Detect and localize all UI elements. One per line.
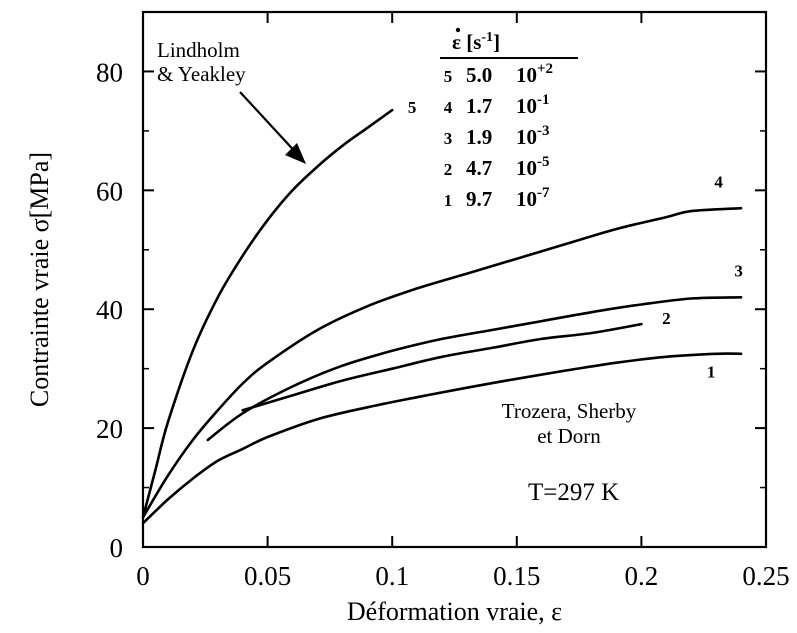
series-line-2 xyxy=(241,322,643,412)
legend-row-value: 4.7 xyxy=(466,156,492,180)
y-tick-label: 40 xyxy=(96,295,123,325)
curve-label-2: 2 xyxy=(662,309,671,328)
legend-row-value: 5.0 xyxy=(466,63,492,87)
labels: 5 4 3 2 1 Lindholm& Yeakley Trozera, Sherbyet … xyxy=(157,27,743,506)
y-tick-label: 60 xyxy=(96,176,123,206)
y-tick-label: 20 xyxy=(96,414,123,444)
legend-epsilon-dot xyxy=(455,27,461,33)
legend-row-label: 1 xyxy=(444,191,453,210)
plot-frame xyxy=(141,10,768,549)
legend-row-label: 5 xyxy=(444,67,453,86)
axes: 0 0.05 0.1 0.15 0.2 0.25 0 20 40 60 80 Déformation … xyxy=(25,10,790,626)
legend-row-value: 1.7 xyxy=(466,94,492,118)
legend-row-exponent: 10-1 xyxy=(516,92,550,118)
y-axis-title: Contrainte vraie σ[MPa] xyxy=(25,152,54,407)
legend-row-label: 3 xyxy=(444,129,453,148)
legend-row-value: 1.9 xyxy=(466,125,492,149)
y-tick-label: 0 xyxy=(110,533,124,563)
legend-row-exponent: 10-3 xyxy=(516,123,550,149)
annotation-arrow-shaft xyxy=(239,91,301,158)
x-tick-label: 0.15 xyxy=(493,561,540,591)
x-tick-label: 0.1 xyxy=(375,561,409,591)
x-tick-label: 0.05 xyxy=(244,561,291,591)
legend-row-exponent: 10-7 xyxy=(516,185,550,211)
x-tick-label: 0.2 xyxy=(625,561,659,591)
curves xyxy=(141,108,743,525)
legend-row-label: 2 xyxy=(444,160,453,179)
x-tick-label: 0.25 xyxy=(742,561,789,591)
x-axis-title: Déformation vraie, ε xyxy=(347,597,562,626)
annotation-bottom-line: Trozera, Sherby xyxy=(502,399,637,423)
legend-header: ε [s-1] xyxy=(452,30,500,54)
legend-row-value: 9.7 xyxy=(466,187,492,211)
annotation-bottom-line: et Dorn xyxy=(537,424,601,448)
y-tick-label: 80 xyxy=(96,57,123,87)
series-line-5 xyxy=(141,108,394,519)
annotation-top-line: & Yeakley xyxy=(157,62,246,86)
series-line-3 xyxy=(206,296,743,442)
curve-label-3: 3 xyxy=(734,262,743,281)
legend-row-exponent: 10-5 xyxy=(516,154,550,180)
legend-row-exponent: 10+2 xyxy=(516,61,553,87)
series-line-4 xyxy=(141,206,743,519)
series-line-1 xyxy=(141,352,743,525)
curve-label-5: 5 xyxy=(408,98,417,117)
x-tick-label: 0 xyxy=(136,561,150,591)
curve-label-4: 4 xyxy=(714,172,723,191)
legend-row-label: 4 xyxy=(444,98,453,117)
temperature-label: T=297 K xyxy=(528,479,619,506)
annotation-arrow-head xyxy=(285,143,306,164)
annotation-top-line: Lindholm xyxy=(157,38,240,62)
curve-label-1: 1 xyxy=(707,363,716,382)
